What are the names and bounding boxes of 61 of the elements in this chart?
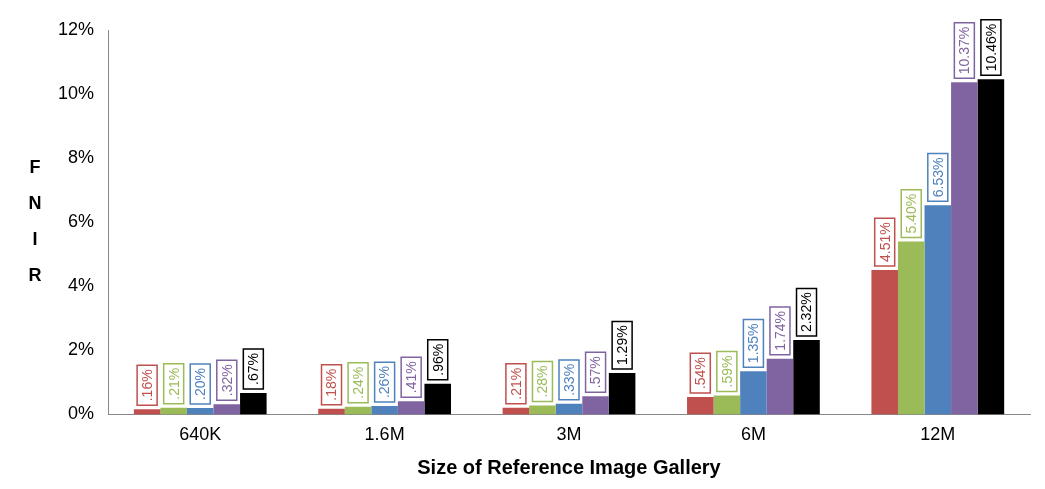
data-label: .21%	[165, 367, 182, 400]
bar	[555, 403, 583, 415]
bar	[186, 407, 214, 415]
data-label: 1.35%	[745, 323, 762, 364]
bar	[371, 406, 398, 415]
data-label: .57%	[587, 356, 604, 389]
data-label: 10.37%	[956, 26, 973, 75]
data-label: .32%	[218, 364, 235, 397]
data-label: 10.46%	[982, 23, 999, 72]
bar	[766, 358, 794, 415]
bar	[977, 79, 1005, 415]
y-tick-label: 8%	[68, 147, 95, 168]
x-tick-label: 12M	[920, 424, 956, 445]
data-label: 4.51%	[876, 222, 893, 262]
y-tick-label: 12%	[58, 18, 95, 39]
data-label: 1.74%	[771, 310, 788, 351]
bar	[951, 82, 978, 415]
y-axis-title: FNIR	[28, 157, 42, 286]
bar	[608, 373, 636, 415]
data-label: .21%	[507, 367, 524, 400]
data-label: 6.53%	[929, 157, 946, 198]
data-label: .67%	[245, 353, 262, 385]
x-tick-label: 6M	[740, 424, 766, 445]
y-tick-label: 10%	[58, 83, 95, 104]
data-label: .24%	[349, 366, 366, 399]
x-tick-label: 3M	[556, 424, 582, 445]
data-label: .26%	[376, 366, 393, 399]
y-tick-label: 4%	[68, 275, 95, 296]
bar	[582, 396, 609, 415]
x-tick-label: 1.6M	[364, 424, 405, 445]
y-tick-label: 6%	[68, 211, 95, 232]
bar	[871, 269, 898, 415]
bar	[160, 407, 187, 415]
bar	[793, 340, 820, 415]
data-label: .20%	[192, 368, 209, 400]
y-tick-label: 0%	[68, 403, 95, 424]
x-tick-label: 640K	[179, 424, 222, 445]
bar	[740, 371, 767, 415]
data-label: 2.32%	[798, 292, 815, 333]
bar	[529, 405, 556, 415]
bar	[240, 392, 267, 415]
bar	[133, 409, 161, 415]
data-label: .41%	[403, 361, 420, 394]
data-label: .54%	[692, 357, 709, 390]
data-label: 5.40%	[903, 193, 920, 234]
bar	[213, 404, 241, 415]
bar	[713, 395, 741, 415]
data-label: 1.29%	[613, 325, 630, 366]
bar	[924, 205, 952, 415]
data-label: .18%	[323, 368, 340, 401]
data-label: .33%	[560, 363, 577, 396]
x-axis-title: Size of Reference Image Gallery	[417, 455, 722, 478]
data-label: .59%	[718, 355, 735, 388]
bar	[687, 397, 714, 415]
data-label: .96%	[429, 343, 446, 376]
bar	[424, 383, 451, 415]
bar	[397, 401, 425, 415]
y-tick-label: 2%	[68, 339, 95, 360]
data-label: .16%	[138, 369, 155, 402]
bar	[897, 241, 925, 415]
data-label: .28%	[534, 365, 551, 398]
